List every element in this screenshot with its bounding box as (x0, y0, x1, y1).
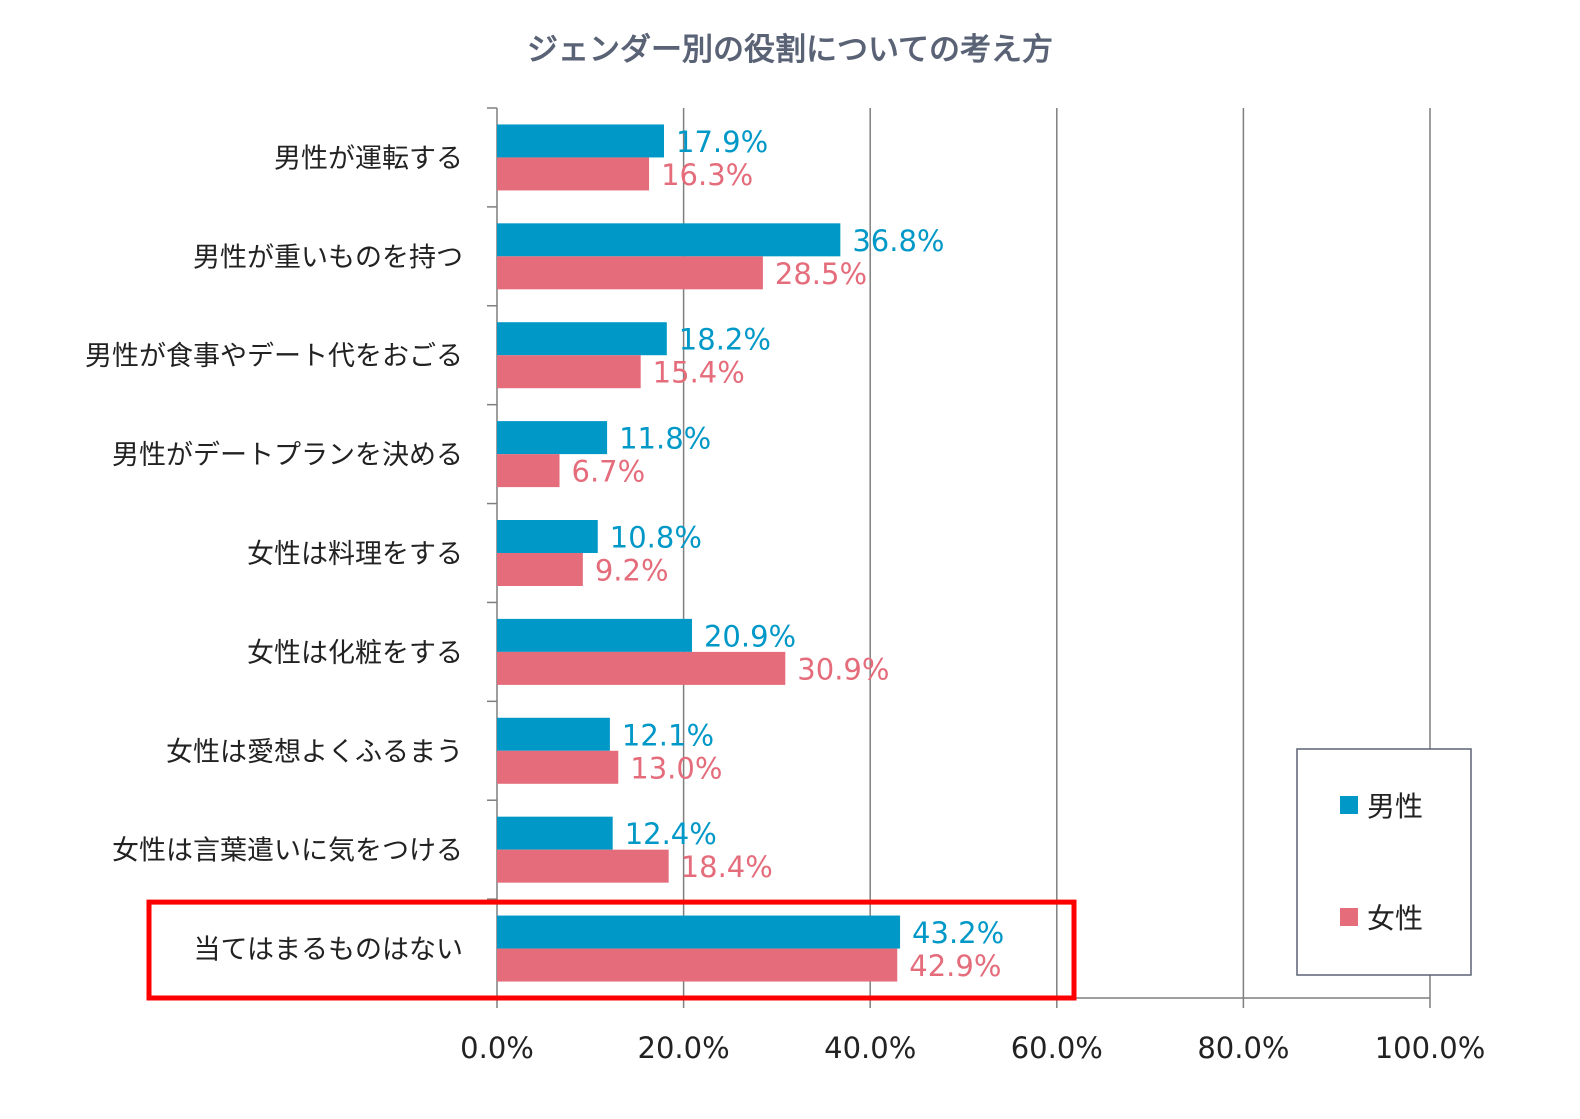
highlight-box (146, 899, 1077, 1001)
category-label: 男性が運転する (274, 143, 463, 174)
category-label: 女性は化粧をする (247, 638, 463, 669)
bar-female (497, 256, 763, 290)
category-label: 男性が重いものを持つ (193, 242, 463, 273)
value-label-female: 15.4% (653, 356, 745, 390)
value-label-female: 42.9% (909, 949, 1001, 983)
bar-female (497, 750, 619, 784)
value-label-female: 28.5% (775, 257, 867, 291)
bar-female (497, 553, 583, 586)
value-label-male: 12.1% (622, 718, 714, 752)
value-label-female: 13.0% (630, 751, 722, 785)
category-label: 女性は料理をする (247, 539, 463, 570)
bar-female (497, 355, 641, 389)
value-label-female: 18.4% (681, 850, 773, 884)
value-label-female: 6.7% (572, 455, 646, 489)
category-labels: 男性が運転する男性が重いものを持つ男性が食事やデート代をおごる男性がデートプラン… (85, 143, 463, 965)
bar-male (497, 223, 841, 257)
highlight (146, 899, 1077, 1001)
x-tick-label: 60.0% (1011, 1031, 1103, 1065)
x-tick-label: 80.0% (1197, 1031, 1289, 1065)
bar-female (497, 651, 786, 685)
legend-swatch-male (1340, 796, 1358, 814)
x-tick-label: 20.0% (638, 1031, 730, 1065)
value-label-male: 12.4% (625, 817, 717, 851)
value-label-male: 36.8% (852, 224, 944, 258)
legend-swatch-female (1340, 908, 1358, 926)
value-label-female: 16.3% (661, 158, 753, 192)
bar-male (497, 421, 608, 455)
bar-male (497, 124, 665, 158)
value-label-male: 10.8% (610, 521, 702, 555)
value-label-male: 20.9% (704, 619, 796, 653)
bar-male (497, 322, 667, 356)
value-label-male: 11.8% (619, 422, 711, 456)
category-label: 男性が食事やデート代をおごる (85, 341, 463, 372)
x-tick-label: 40.0% (824, 1031, 916, 1065)
chart-title: ジェンダー別の役割についての考え方 (527, 32, 1053, 68)
bar-female (497, 948, 898, 982)
bars (497, 124, 901, 982)
legend-label-female: 女性 (1367, 902, 1423, 935)
legend-box (1296, 748, 1472, 976)
legend-label-male: 男性 (1367, 790, 1423, 823)
bar-female (497, 454, 560, 488)
value-label-female: 9.2% (595, 554, 669, 588)
category-label: 男性がデートプランを決める (112, 440, 463, 471)
bar-male (497, 816, 613, 850)
bar-male (497, 915, 901, 949)
bar-male (497, 520, 598, 553)
x-axis-ticks: 0.0% 20.0% 40.0% 60.0% 80.0% 100.0% (460, 1031, 1485, 1065)
bar-female (497, 849, 669, 883)
value-label-male: 17.9% (676, 125, 768, 159)
value-labels: 17.9%16.3% 36.8%28.5%18.2%15.4% 11.8%6.7% 1… (572, 125, 1005, 983)
value-label-female: 30.9% (797, 652, 889, 686)
x-tick-label: 0.0% (460, 1031, 534, 1065)
category-label: 女性は言葉遣いに気をつける (112, 836, 463, 867)
category-label: 当てはまるものはない (194, 935, 463, 966)
bar-male (497, 717, 610, 751)
x-tick-label: 100.0% (1375, 1031, 1486, 1065)
bar-female (497, 157, 650, 191)
bar-male (497, 618, 692, 652)
value-label-male: 43.2% (912, 916, 1004, 950)
value-label-male: 18.2% (679, 323, 771, 357)
category-label: 女性は愛想よくふるまう (166, 737, 463, 768)
